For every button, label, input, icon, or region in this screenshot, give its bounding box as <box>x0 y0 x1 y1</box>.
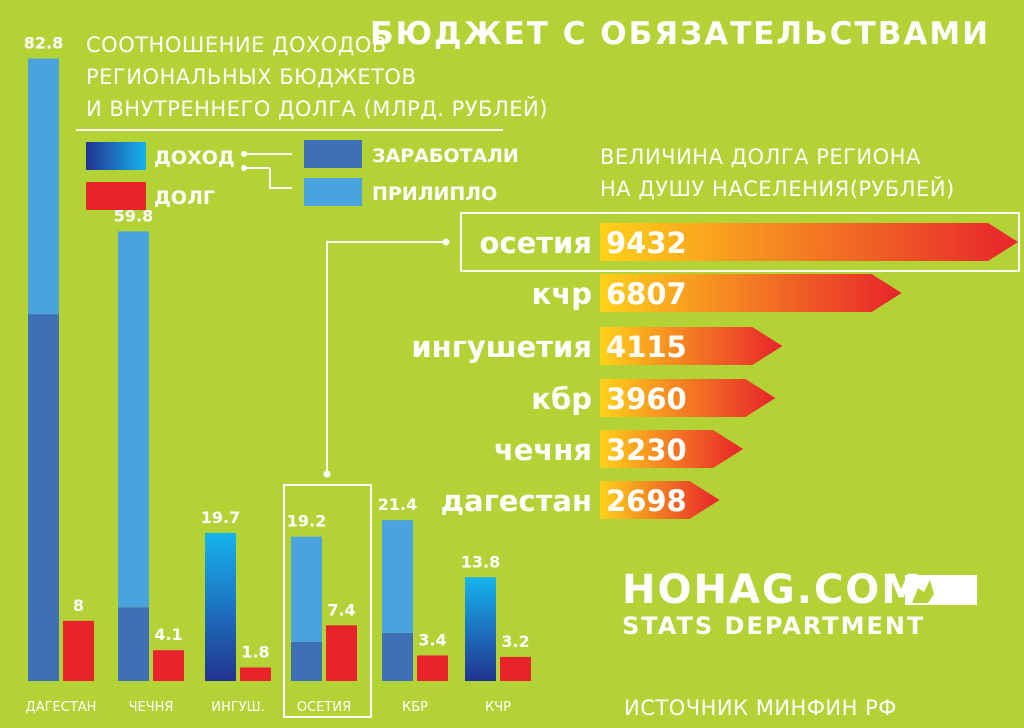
income-value-label: 82.8 <box>24 34 63 53</box>
legend-connector <box>244 153 292 189</box>
legend-debt-swatch <box>86 182 146 210</box>
debt-per-capita-arrow <box>600 430 744 468</box>
debt-bar <box>153 650 184 681</box>
legend-debt-label: ДОЛГ <box>154 187 215 209</box>
debt-value-label: 3.2 <box>501 632 529 651</box>
debt-per-capita-arrow <box>600 379 776 417</box>
debt-per-capita-value: 4115 <box>606 330 687 364</box>
income-value-label: 19.2 <box>287 512 326 531</box>
top-debt-highlight-box <box>460 212 1020 272</box>
debt-bar <box>240 667 271 681</box>
income-earned-bar <box>291 641 322 681</box>
category-tick-label: КБР <box>402 700 428 715</box>
brand-department: STATS DEPARTMENT <box>622 612 925 640</box>
category-tick-label: ДАГЕСТАН <box>26 700 97 715</box>
income-value-label: 13.8 <box>461 552 500 571</box>
region-label: дагестан <box>441 484 592 518</box>
debt-bar <box>417 655 448 681</box>
left-chart-title-line-3: И ВНУТРЕННЕГО ДОЛГА (МЛРД. РУБЛЕЙ) <box>86 96 548 121</box>
category-tick-label: ЧЕЧНЯ <box>129 700 174 715</box>
income-bar <box>205 532 236 681</box>
region-label: кчр <box>532 277 592 311</box>
connector-dot <box>323 470 331 478</box>
category-tick-label: КЧР <box>485 700 511 715</box>
debt-per-capita-arrow <box>600 327 783 365</box>
horse-silhouette-icon <box>912 580 934 603</box>
debt-bar <box>500 656 531 681</box>
debt-per-capita-arrow <box>600 481 720 519</box>
debt-per-capita-value: 6807 <box>606 277 687 311</box>
income-bar <box>465 577 496 681</box>
debt-bar <box>63 620 94 681</box>
ossetia-highlight-box <box>283 484 372 718</box>
debt-per-capita-arrow <box>600 223 1018 261</box>
category-tick-label: ОСЕТИЯ <box>297 700 351 715</box>
debt-bar <box>326 625 357 681</box>
debt-value-label: 1.8 <box>241 642 269 661</box>
debt-per-capita-value: 2698 <box>606 484 687 518</box>
debt-value-label: 4.1 <box>154 625 182 644</box>
right-chart-title-line-1: ВЕЛИЧИНА ДОЛГА РЕГИОНА <box>600 145 921 169</box>
income-received-bar <box>28 58 59 315</box>
income-received-bar <box>382 520 413 633</box>
income-value-label: 21.4 <box>378 495 417 514</box>
legend-income-swatch <box>86 142 146 170</box>
debt-value-label: 3.4 <box>418 630 446 649</box>
legend-received-swatch <box>304 178 362 206</box>
legend-dot <box>241 151 247 157</box>
income-debt-bar-chart: 82.8 8 ДАГЕСТАН 59.8 4.1 ЧЕЧНЯ 19.7 1.8 ИНГУШ. 19… <box>24 34 531 715</box>
income-earned-bar <box>28 314 59 681</box>
income-value-label: 19.7 <box>201 508 240 527</box>
right-chart-title-line-2: НА ДУШУ НАСЕЛЕНИЯ(РУБЛЕЙ) <box>600 176 955 201</box>
income-earned-bar <box>382 632 413 681</box>
debt-value-label: 7.4 <box>327 600 355 619</box>
connector-dot <box>442 238 450 246</box>
brand-name: HOHAG.COM <box>622 567 923 613</box>
debt-per-capita-arrow <box>600 274 902 312</box>
legend-earned-swatch <box>304 140 362 168</box>
debt-per-capita-chart: 9432 осетия 6807 кчр 4115 ингушетия 3960 кбр 323… <box>411 223 1018 519</box>
region-label: чечня <box>494 433 592 467</box>
legend-income-label: ДОХОД <box>154 147 235 169</box>
debt-per-capita-value: 9432 <box>606 226 687 260</box>
source-note: ИСТОЧНИК МИНФИН РФ <box>624 696 897 720</box>
left-chart-title-line-2: РЕГИОНАЛЬНЫХ БЮДЖЕТОВ <box>86 65 416 89</box>
debt-per-capita-value: 3230 <box>606 433 687 467</box>
legend-earned-label: ЗАРАБОТАЛИ <box>372 145 519 167</box>
debt-per-capita-value: 3960 <box>606 382 687 416</box>
legend-received-label: ПРИЛИПЛО <box>372 183 497 205</box>
left-chart-title-line-1: СООТНОШЕНИЕ ДОХОДОВ <box>86 33 387 57</box>
income-received-bar <box>291 536 322 642</box>
category-tick-label: ИНГУШ. <box>211 700 264 715</box>
income-value-label: 59.8 <box>114 206 153 225</box>
page-title: БЮДЖЕТ С ОБЯЗАТЕЛЬСТВАМИ <box>370 16 990 52</box>
region-label: ингушетия <box>411 330 592 364</box>
legend-dot <box>241 165 247 171</box>
region-label: осетия <box>479 226 592 260</box>
region-label: кбр <box>531 382 592 416</box>
income-earned-bar <box>118 607 149 681</box>
highlight-connector-line <box>326 241 446 474</box>
income-received-bar <box>118 231 149 608</box>
debt-value-label: 8 <box>73 596 84 615</box>
